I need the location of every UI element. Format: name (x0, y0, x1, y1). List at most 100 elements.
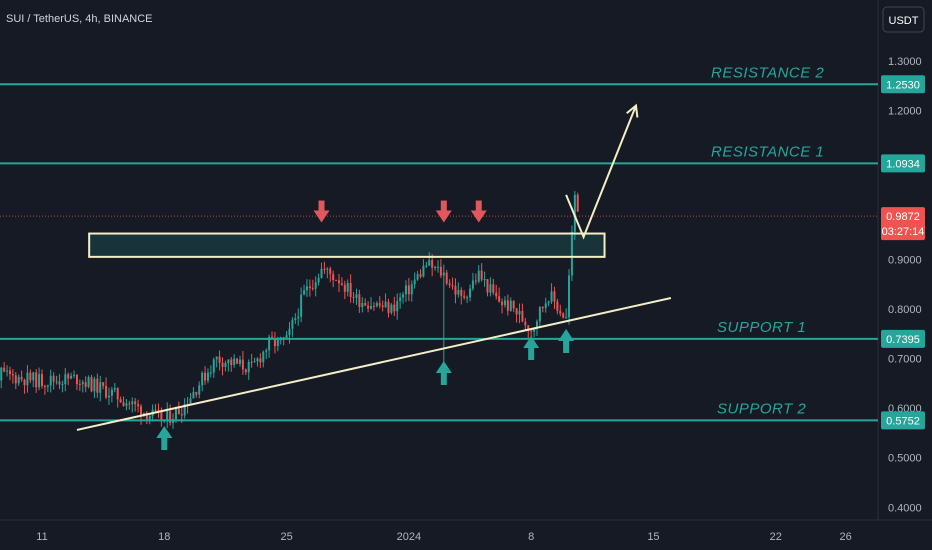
currency-button-label[interactable]: USDT (889, 15, 919, 27)
candle-body (559, 311, 562, 314)
candle-body (107, 395, 110, 398)
candle-body (535, 321, 538, 328)
candle-body (241, 359, 244, 370)
candle-body (145, 412, 148, 420)
candle-body (390, 304, 393, 313)
candle-body (139, 406, 142, 417)
candle-body (509, 300, 512, 311)
candle-body (477, 270, 480, 282)
candle-body (154, 409, 157, 411)
candle-body (498, 296, 501, 302)
candle-body (282, 337, 285, 339)
candle-body (375, 303, 378, 307)
candle-body (492, 284, 495, 293)
candle-body (201, 372, 204, 386)
supply-zone[interactable] (88, 232, 606, 258)
candle-body (337, 280, 340, 284)
candle-body (268, 336, 271, 351)
candle-body (195, 391, 198, 395)
candle-body (119, 399, 122, 403)
projection-path[interactable] (565, 105, 637, 240)
candle-body (75, 374, 78, 385)
candle-body (393, 304, 396, 312)
candle-body (460, 289, 463, 296)
price-tags: 1.2530 1.0934 0.7395 0.5752 0.9872 03:27:14 (881, 75, 925, 430)
candle-body (227, 359, 230, 363)
level-price-tag-value: 0.7395 (886, 334, 920, 346)
candle-body (26, 372, 29, 386)
candle-body (102, 382, 105, 386)
candle-body (32, 372, 35, 381)
candle-body (250, 361, 253, 363)
candle-body (305, 286, 308, 291)
level-label: RESISTANCE 1 (711, 143, 824, 160)
trendline[interactable] (76, 297, 672, 431)
level-price-tag-value: 1.2530 (886, 79, 920, 91)
candle-body (174, 408, 177, 420)
candle-body (29, 372, 32, 381)
time-tick-label: 8 (528, 531, 534, 543)
candle-body (483, 279, 486, 281)
candle-body (218, 356, 221, 363)
level-price-tag-value: 1.0934 (886, 158, 920, 170)
candle-body (49, 375, 52, 386)
candle-body (416, 274, 419, 280)
candle-body (90, 377, 93, 392)
candle-body (23, 379, 26, 386)
currency-button-frame[interactable] (882, 6, 925, 33)
resistance-arrow-down-icon (470, 210, 487, 223)
candle-body (410, 284, 413, 295)
candle-body (530, 330, 533, 332)
candle-body (198, 385, 201, 395)
candles-layer (0, 190, 579, 429)
candle-body (288, 328, 291, 336)
candle-body (471, 280, 474, 289)
candle-body (346, 283, 349, 292)
candle-body (457, 289, 460, 295)
candle-body (221, 362, 224, 367)
candle-body (64, 374, 67, 385)
candle-body (512, 300, 515, 309)
candle-body (352, 297, 355, 299)
candle-body (125, 403, 128, 406)
candle-body (326, 268, 329, 270)
candle-body (166, 411, 169, 420)
candle-body (11, 374, 14, 376)
support-arrow-up-icon (435, 361, 452, 373)
candle-body (273, 338, 276, 347)
candle-body (317, 277, 320, 283)
candle-body (518, 310, 521, 315)
candle-body (116, 388, 119, 400)
candle-body (238, 359, 241, 364)
candle-body (73, 374, 76, 376)
candle-body (122, 402, 125, 406)
candle-body (419, 274, 422, 277)
candle-body (279, 337, 282, 339)
candle-body (105, 385, 108, 398)
candle-body (78, 384, 81, 386)
time-axis[interactable]: 11 18 25 2024 8 15 22 26 (36, 531, 851, 543)
candle-body (364, 302, 367, 306)
candle-body (285, 335, 288, 339)
candle-body (291, 320, 294, 329)
candle-body (553, 291, 556, 302)
candle-body (212, 359, 215, 373)
candle-body (230, 359, 233, 365)
candle-body (538, 307, 541, 322)
candle-body (434, 267, 437, 269)
candle-body (192, 391, 195, 399)
candle-body (17, 376, 20, 384)
candle-body (55, 381, 58, 383)
candle-body (308, 286, 311, 288)
currency-button[interactable]: USDT (882, 6, 925, 33)
candle-body (451, 285, 454, 287)
candle-body (67, 374, 70, 379)
candle-body (378, 303, 381, 306)
candle-body (300, 294, 303, 317)
candle-body (431, 260, 434, 268)
candle-body (177, 408, 180, 415)
support-arrow-up-icon-shaft (528, 348, 535, 360)
last-price-value: 0.9872 (886, 211, 920, 223)
